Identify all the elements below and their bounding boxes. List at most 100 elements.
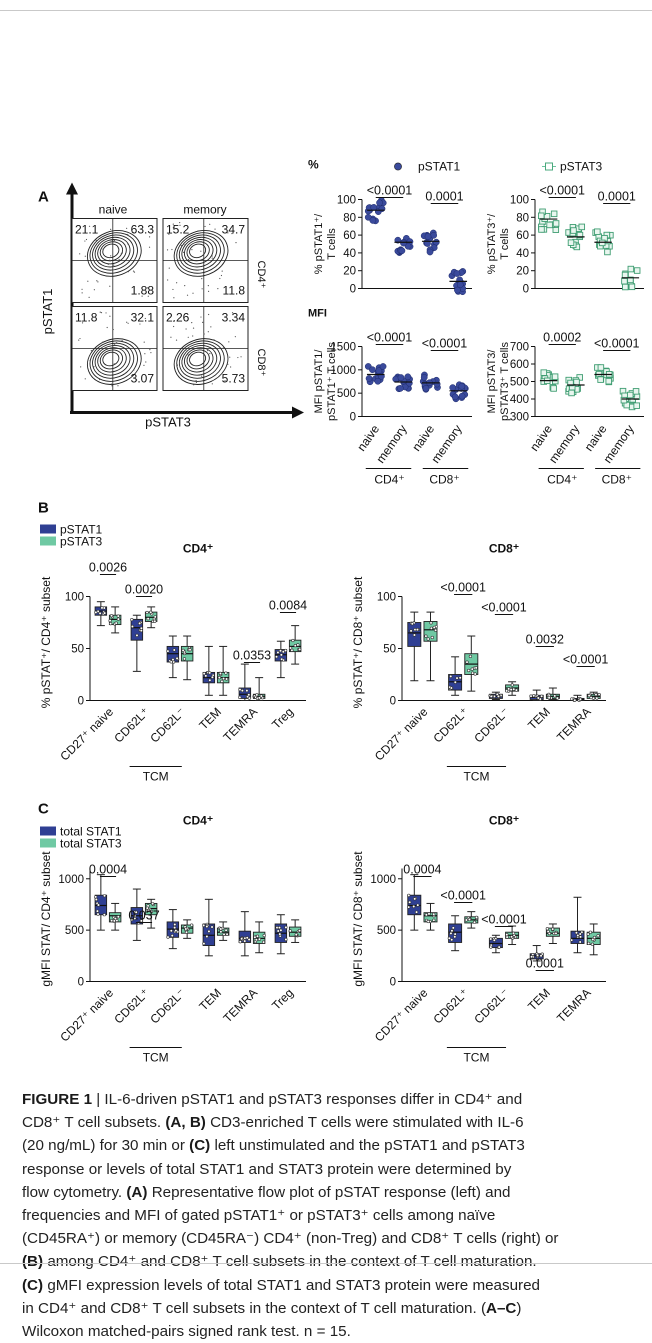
x-category-label: Treg [269,705,296,732]
data-point [621,277,628,285]
group-label-cd4: CD4⁺ [547,473,577,487]
data-point [467,668,471,673]
data-point [370,204,378,211]
data-point [432,625,436,630]
flow-contour [89,340,138,382]
data-point [205,934,209,939]
p-value-label: 0.0001 [425,190,463,204]
flow-quadrant-lr: 5.73 [222,372,246,386]
data-point [219,927,223,931]
caption-text: ) [516,1299,522,1317]
x-category-label: CD62L⁻ [471,705,512,746]
x-category-label: CD62L⁺ [431,705,472,746]
flow-dot [237,356,239,359]
flow-dot [112,328,114,331]
data-point [633,267,641,274]
flow-dot [173,325,175,328]
data-point [369,217,377,224]
y-axis-label: % pSTAT⁺/ CD8⁺ subset [351,576,365,708]
data-point [412,904,416,909]
flow-dot [234,336,236,338]
flow-header-naive: naive [99,203,128,217]
data-point [224,928,228,932]
data-point [255,934,260,938]
panel-c-legend-swatch-1 [40,826,56,836]
data-point [100,606,104,610]
data-point [628,283,636,291]
data-point [451,393,459,401]
flow-dot [166,249,169,251]
caption-text: response or levels of total STAT1 and ST… [22,1160,512,1178]
y-tick-label: 50 [71,644,84,656]
flow-dot [81,288,83,290]
flow-dot [187,354,189,356]
caption-text: left unstimulated and the pSTAT1 and pST… [210,1137,525,1155]
flow-dot [186,294,189,296]
data-point [153,615,157,619]
panel-b-legend-swatch-1 [40,524,56,534]
data-point [95,909,100,913]
flow-dot [195,381,198,383]
flow-contour [181,236,218,268]
data-point [284,925,288,929]
data-point [429,621,433,625]
data-point [430,635,434,640]
data-point [397,374,405,381]
y-tick-label: 60 [343,230,356,242]
caption-bold: (A) [126,1183,148,1201]
flow-dot [176,363,178,365]
data-point [420,374,428,381]
flow-dot [84,255,86,257]
flow-dot [99,311,101,313]
flow-dot [118,258,120,261]
data-point [94,610,98,614]
data-point [153,619,157,623]
flow-dot [117,247,119,249]
data-point [94,895,98,899]
data-point [539,954,543,958]
flow-contour [97,239,127,265]
data-point [116,614,120,618]
y-axis-label: T cells [326,228,338,260]
data-point [535,953,540,957]
data-point [627,276,634,284]
data-point [208,671,212,675]
data-point [427,912,431,916]
data-point [166,649,170,653]
data-point [578,940,582,944]
data-point [224,671,228,675]
p-value-label: 0.0002 [543,331,581,345]
data-point [509,935,514,939]
caption-line: response or levels of total STAT1 and ST… [22,1158,634,1181]
panel-label-b: B [38,500,49,517]
p-value-label: <0.0001 [539,184,585,198]
p-value-label: <0.0001 [367,184,413,198]
flow-dot [217,287,219,290]
data-point [574,931,579,935]
bottom-rule [0,1263,652,1264]
data-point [284,937,288,942]
data-point [238,940,242,944]
data-point [102,913,106,917]
y-axis-label: % pSTAT1⁺/ [313,213,325,274]
data-point [221,677,226,681]
data-point [414,910,419,914]
flow-dot [143,364,145,366]
flow-contour [173,230,229,277]
data-point [587,694,591,698]
flow-dot [195,380,197,382]
p-value-label: 0.0084 [269,599,307,613]
data-point [450,929,454,933]
caption-bold: (B) [22,1253,44,1271]
flow-dot [98,378,101,381]
data-point [151,902,155,906]
flow-quadrant-lr: 1.88 [131,284,155,298]
flow-dot [200,316,202,318]
tcm-label: TCM [463,770,489,784]
panel-b-legend-label-1: pSTAT1 [60,523,103,537]
data-point [578,935,583,939]
x-category-label: TEMRA [221,705,261,745]
data-point [597,376,604,383]
panel-label-a: A [38,189,49,206]
flow-dot [78,339,80,341]
